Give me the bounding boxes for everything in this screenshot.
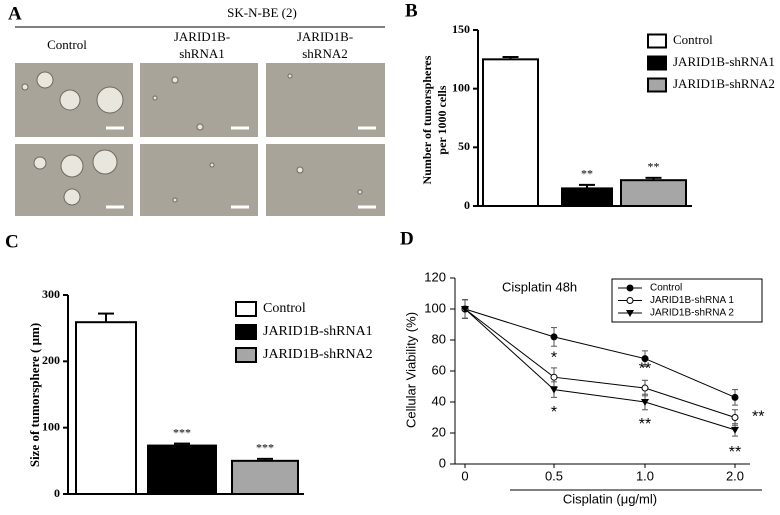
marker	[626, 284, 634, 292]
panel-title: SK-N-BE (2)	[227, 5, 297, 20]
marker	[550, 333, 558, 341]
significance: *	[551, 349, 557, 366]
y-tick-label: 80	[432, 331, 446, 346]
data-line	[464, 308, 736, 418]
bar	[482, 58, 539, 208]
y-axis-label: Cellular Viability (%)	[403, 312, 418, 428]
panel-label: A	[8, 3, 22, 24]
y-tick-label: 0	[54, 486, 60, 500]
significance: *	[551, 404, 557, 421]
marker	[731, 426, 739, 434]
y-tick-label: 200	[42, 353, 60, 367]
y-tick-label: 20	[432, 424, 446, 439]
y-tick-label: 100	[424, 300, 446, 315]
x-tick-label: 0.5	[545, 468, 563, 483]
line-chart: 0 20 40 60 80 100 120 0 0.5 1.0 2.0 Cisplatin (μg/m…	[403, 269, 764, 506]
legend-swatch	[235, 347, 257, 363]
column-label: shRNA2	[302, 46, 348, 61]
bar	[231, 459, 299, 496]
column-label: Control	[47, 37, 87, 52]
marker	[731, 393, 739, 401]
x-tick-label: 2.0	[726, 468, 744, 483]
bar	[561, 187, 613, 207]
column-label: JARID1B-	[297, 29, 353, 44]
legend-swatch	[647, 55, 667, 71]
legend-label: JARID1B-shRNA1	[673, 54, 775, 69]
bar	[75, 321, 137, 495]
significance: **	[639, 416, 651, 433]
y-axis-label: Size of tumorsphere ( μm)	[27, 323, 42, 467]
y-axis-label: Number of tumorspheres	[420, 55, 434, 184]
significance: **	[648, 160, 660, 174]
legend-swatch	[647, 77, 667, 93]
x-tick-label: 0	[461, 468, 468, 483]
legend-label: JARID1B-shRNA1	[263, 324, 373, 339]
x-tick-label: 1.0	[636, 468, 654, 483]
data-line	[464, 308, 736, 431]
data-line	[464, 308, 736, 398]
marker	[626, 297, 634, 304]
column-label: shRNA1	[179, 46, 225, 61]
panel-a: A SK-N-BE (2) Control JARID1B- shRNA1 JA…	[8, 3, 385, 216]
marker	[641, 355, 649, 363]
marker	[731, 414, 739, 421]
y-tick-label: 300	[42, 287, 60, 301]
legend-label: JARID1B-shRNA 2	[650, 308, 734, 319]
legend-label: JARID1B-shRNA2	[263, 347, 373, 362]
marker	[550, 373, 558, 381]
panel-label: B	[405, 0, 418, 21]
marker	[626, 310, 634, 317]
legend-swatch	[647, 33, 667, 49]
panel-label: C	[5, 231, 19, 252]
y-tick-label: 60	[432, 362, 446, 377]
bar	[147, 444, 217, 495]
marker	[641, 384, 649, 392]
significance: **	[639, 360, 651, 377]
chart-title: Cisplatin 48h	[502, 279, 577, 294]
y-tick-label: 50	[458, 139, 470, 153]
y-tick-label: 100	[452, 80, 470, 94]
y-tick-label: 120	[424, 269, 446, 284]
bar	[620, 179, 687, 207]
y-tick-label: 0	[439, 455, 446, 470]
legend-label: Control	[673, 32, 713, 47]
legend-label: Control	[650, 283, 682, 294]
significance: **	[729, 444, 741, 461]
significance: ***	[173, 425, 191, 439]
legend-swatch	[235, 324, 257, 340]
micrograph	[140, 144, 258, 216]
micrographs	[15, 63, 385, 216]
significance: **	[581, 167, 593, 181]
legend-label: Control	[263, 301, 306, 316]
micrograph	[266, 63, 385, 137]
y-tick-label: 100	[42, 419, 60, 433]
x-axis-label: Cisplatin (μg/ml)	[563, 491, 657, 506]
micrograph	[266, 144, 385, 216]
significance: **	[752, 409, 764, 426]
y-tick-label: 40	[432, 393, 446, 408]
marker	[461, 306, 469, 313]
y-tick-label: 150	[452, 22, 470, 36]
column-label: JARID1B-	[174, 29, 230, 44]
significance: ***	[256, 441, 274, 455]
marker	[641, 399, 649, 406]
legend-label: JARID1B-shRNA2	[673, 76, 775, 91]
legend-label: JARID1B-shRNA 1	[650, 295, 734, 306]
legend-swatch	[235, 301, 257, 317]
y-axis-label: per 1000 cells	[435, 85, 449, 154]
y-tick-label: 0	[464, 198, 470, 212]
marker	[550, 386, 558, 394]
panel-label: D	[400, 228, 414, 249]
